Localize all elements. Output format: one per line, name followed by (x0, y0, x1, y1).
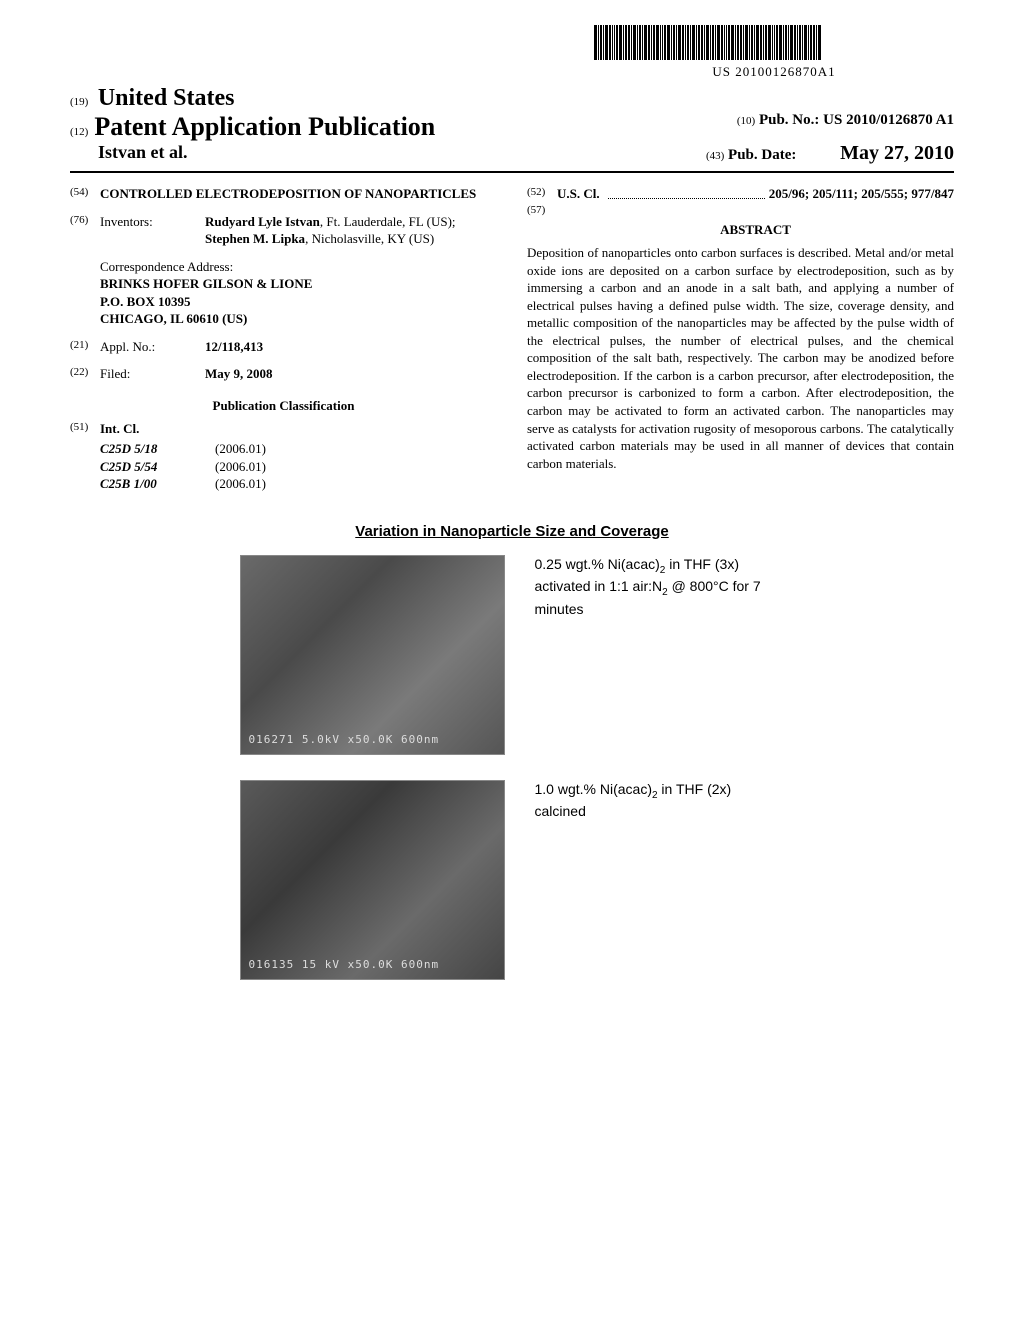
inventors-content: Rudyard Lyle Istvan, Ft. Lauderdale, FL … (205, 213, 497, 248)
appl-value: 12/118,413 (205, 338, 497, 356)
title-row: (54) CONTROLLED ELECTRODEPOSITION OF NAN… (70, 185, 497, 203)
pub-date-value: May 27, 2010 (840, 142, 954, 164)
uscl-dots (608, 185, 765, 199)
figure-row-1: 016135 15 kV x50.0K 600nm 1.0 wgt.% Ni(a… (70, 780, 954, 980)
correspondence-label: Correspondence Address: (100, 258, 497, 276)
correspondence-line3: CHICAGO, IL 60610 (US) (100, 310, 497, 328)
correspondence-block: Correspondence Address: BRINKS HOFER GIL… (100, 258, 497, 328)
intcl-row-0: C25D 5/18 (2006.01) (100, 440, 497, 458)
filed-num: (22) (70, 365, 100, 383)
left-column: (54) CONTROLLED ELECTRODEPOSITION OF NAN… (70, 185, 497, 493)
pub-class-heading: Publication Classification (70, 397, 497, 415)
inventor-2-name: Stephen M. Lipka (205, 231, 305, 246)
intcl-code-2: C25B 1/00 (100, 475, 215, 493)
correspondence-line2: P.O. BOX 10395 (100, 293, 497, 311)
uscl-value: 205/96; 205/111; 205/555; 977/847 (769, 185, 954, 203)
sem-text-0: 016271 5.0kV x50.0K 600nm (249, 733, 440, 746)
appl-field: (21) Appl. No.: 12/118,413 (70, 338, 497, 356)
title-num: (54) (70, 185, 100, 203)
inventors-field: (76) Inventors: Rudyard Lyle Istvan, Ft.… (70, 213, 497, 248)
intcl-row-2: C25B 1/00 (2006.01) (100, 475, 497, 493)
pub-no-num: (10) (737, 115, 755, 127)
inventor-1-name: Rudyard Lyle Istvan (205, 214, 320, 229)
country-name: United States (98, 85, 235, 111)
inventor-2-rest: , Nicholasville, KY (US) (305, 231, 434, 246)
barcode-number: US 20100126870A1 (594, 64, 954, 80)
figure-row-0: 016271 5.0kV x50.0K 600nm 0.25 wgt.% Ni(… (70, 555, 954, 755)
inventors-row: Istvan et al. (43) Pub. Date: May 27, 20… (70, 142, 954, 165)
intcl-field: (51) Int. Cl. (70, 420, 497, 438)
abstract-heading: ABSTRACT (557, 221, 954, 239)
intcl-row-1: C25D 5/54 (2006.01) (100, 458, 497, 476)
divider (70, 171, 954, 173)
figure-caption-0: 0.25 wgt.% Ni(acac)2 in THF (3x) activat… (535, 555, 785, 620)
intcl-year-1: (2006.01) (215, 458, 497, 476)
pub-no-value: US 2010/0126870 A1 (823, 112, 954, 128)
inventors-label: Inventors: (100, 213, 205, 248)
pub-type-num: (12) (70, 126, 88, 138)
inventor-1-rest: , Ft. Lauderdale, FL (US); (320, 214, 456, 229)
invention-title: CONTROLLED ELECTRODEPOSITION OF NANOPART… (100, 185, 497, 203)
abstract-text: Deposition of nanoparticles onto carbon … (527, 244, 954, 472)
pub-type-title: Patent Application Publication (94, 112, 435, 142)
uscl-field: (52) U.S. Cl. 205/96; 205/111; 205/555; … (527, 185, 954, 203)
uscl-label: U.S. Cl. (557, 185, 600, 203)
country-line: (19) United States (70, 85, 954, 112)
pub-date-block: (43) Pub. Date: May 27, 2010 (706, 142, 954, 165)
abstract-header: (57) ABSTRACT (527, 203, 954, 245)
pub-no-label: Pub. No.: (759, 112, 819, 128)
barcode (594, 25, 954, 60)
correspondence-line1: BRINKS HOFER GILSON & LIONE (100, 275, 497, 293)
inventors-name: Istvan et al. (98, 142, 188, 165)
filed-label: Filed: (100, 365, 205, 383)
figure-caption-1: 1.0 wgt.% Ni(acac)2 in THF (2x) calcined (535, 780, 785, 822)
pub-title-left: (12) Patent Application Publication (70, 112, 435, 142)
figure-title: Variation in Nanoparticle Size and Cover… (70, 523, 954, 540)
intcl-label: Int. Cl. (100, 420, 497, 438)
intcl-year-2: (2006.01) (215, 475, 497, 493)
header-block: (19) United States (12) Patent Applicati… (70, 85, 954, 173)
intcl-code-1: C25D 5/54 (100, 458, 215, 476)
filed-value: May 9, 2008 (205, 365, 497, 383)
intcl-num: (51) (70, 420, 100, 438)
pub-title-row: (12) Patent Application Publication (10)… (70, 112, 954, 142)
intcl-code-0: C25D 5/18 (100, 440, 215, 458)
pub-date-num: (43) (706, 150, 724, 162)
sem-image-1: 016135 15 kV x50.0K 600nm (240, 780, 505, 980)
abstract-num: (57) (527, 203, 557, 245)
pub-no-block: (10) Pub. No.: US 2010/0126870 A1 (737, 112, 954, 129)
sem-text-1: 016135 15 kV x50.0K 600nm (249, 958, 440, 971)
sem-image-0: 016271 5.0kV x50.0K 600nm (240, 555, 505, 755)
appl-num: (21) (70, 338, 100, 356)
filed-field: (22) Filed: May 9, 2008 (70, 365, 497, 383)
uscl-num: (52) (527, 185, 557, 203)
appl-label: Appl. No.: (100, 338, 205, 356)
biblio-columns: (54) CONTROLLED ELECTRODEPOSITION OF NAN… (70, 185, 954, 493)
intcl-year-0: (2006.01) (215, 440, 497, 458)
country-num: (19) (70, 96, 88, 108)
figure-section: Variation in Nanoparticle Size and Cover… (70, 523, 954, 980)
pub-date-label: Pub. Date: (728, 147, 796, 163)
inventors-num: (76) (70, 213, 100, 248)
right-column: (52) U.S. Cl. 205/96; 205/111; 205/555; … (527, 185, 954, 493)
barcode-area: US 20100126870A1 (594, 25, 954, 80)
